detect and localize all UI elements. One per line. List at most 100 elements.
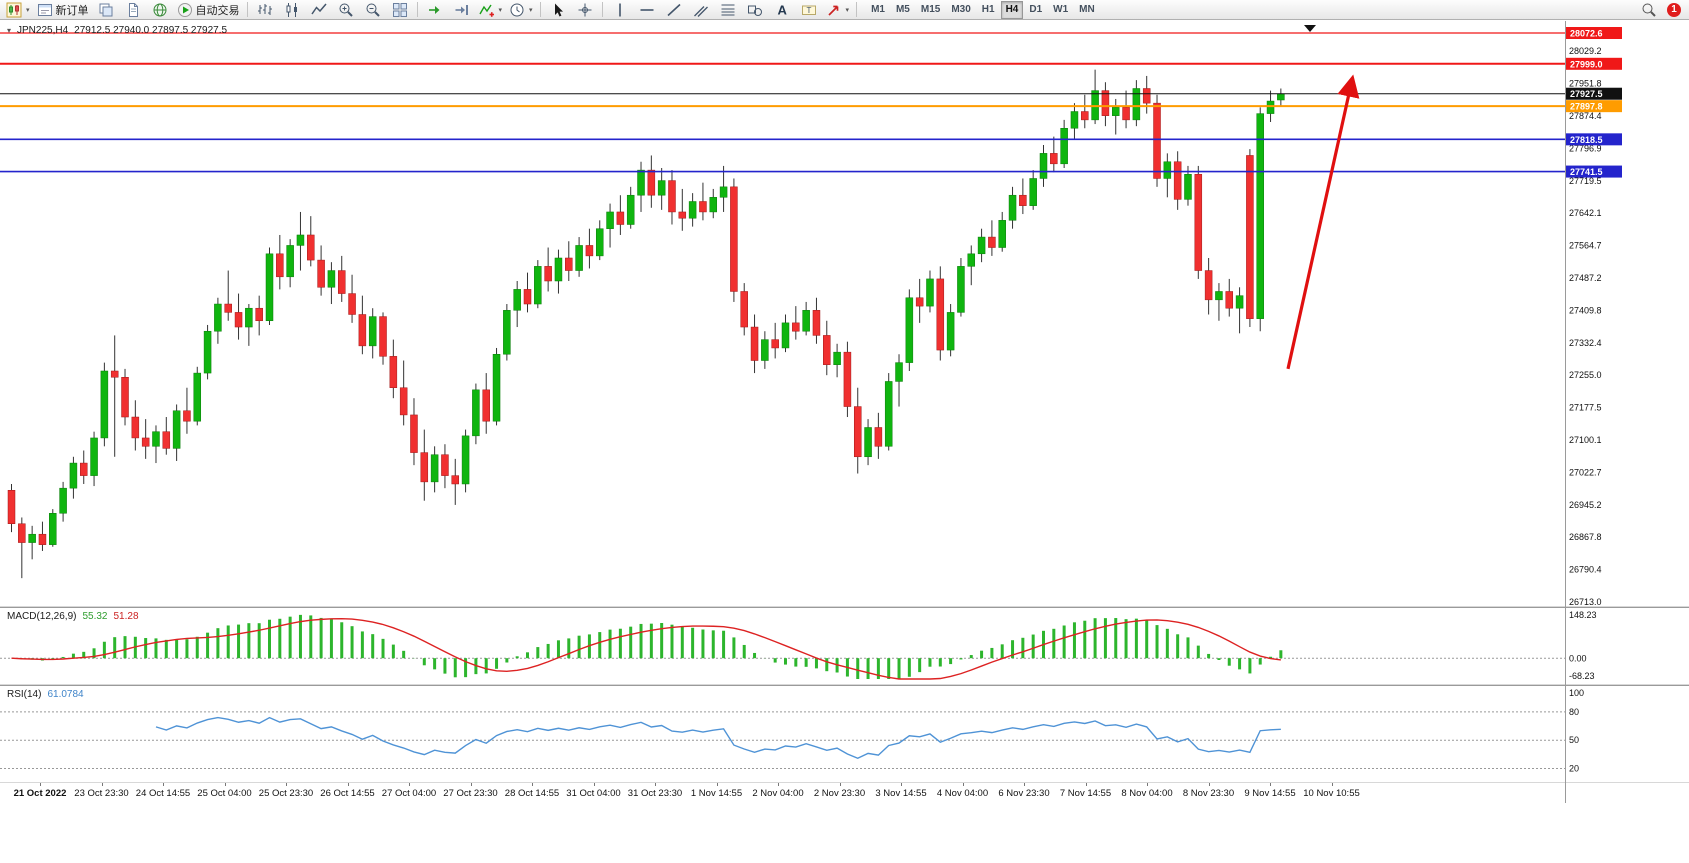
new-chart-button[interactable]: ▾ [3, 0, 33, 20]
candle-down [317, 259, 325, 288]
candle-down [337, 270, 346, 294]
candle-up [59, 487, 67, 514]
candle-down [18, 523, 26, 543]
main-chart-canvas[interactable]: 28029.2 27951.8 27874.4 27796.9 27719.5 27642… [0, 21, 1689, 606]
vertical-line-button[interactable] [607, 0, 633, 20]
channel-icon [693, 2, 709, 18]
time-label: 8 Nov 04:00 [1121, 788, 1173, 799]
channel-button[interactable] [688, 0, 714, 20]
cursor-button[interactable] [545, 0, 571, 20]
candle-down [565, 257, 573, 271]
time-tick [409, 783, 410, 786]
chart-profiles-button[interactable] [93, 0, 119, 20]
dropdown-caret-icon[interactable]: ▾ [498, 6, 503, 14]
time-label: 21 Oct 2022 [13, 788, 67, 799]
doc-icon [125, 2, 141, 18]
text-label-button[interactable]: T [796, 0, 822, 20]
time-tick [1331, 783, 1333, 786]
rsi-label: RSI(14) [7, 689, 42, 700]
candle-up [595, 228, 604, 257]
macd-pane-canvas[interactable]: 148.23 0.00 -68.23 [0, 608, 1689, 684]
zoom-in-button[interactable] [333, 0, 359, 20]
rsi-pane-canvas[interactable]: 100 80 50 20 [0, 686, 1689, 782]
line-chart-button[interactable] [306, 0, 332, 20]
indicators-button[interactable]: ▾ [476, 0, 506, 20]
text-button[interactable]: A [769, 0, 795, 20]
timeframe-m30[interactable]: M30 [951, 4, 971, 15]
candle-up [709, 197, 718, 213]
time-tick [347, 783, 349, 786]
timeframe-m15[interactable]: M15 [920, 4, 941, 15]
autotrading-button[interactable]: 自动交易 [174, 0, 243, 20]
fibonacci-button[interactable] [715, 0, 741, 20]
pane-separator-macd[interactable] [0, 606, 1689, 608]
new-order-button-label: 新订单 [55, 4, 89, 17]
timeframe-m1[interactable]: M1 [871, 4, 885, 15]
symbol-menu-icon[interactable]: ▾ [7, 26, 12, 35]
trendline-icon [666, 2, 682, 18]
timeframe-mn[interactable]: MN [1079, 4, 1095, 15]
candle-up [895, 362, 903, 382]
time-label: 3 Nov 14:55 [875, 788, 927, 799]
candle-down [389, 356, 398, 388]
notification-badge[interactable]: 1 [1667, 2, 1681, 17]
navigator-button[interactable] [120, 0, 146, 20]
price-tag-27741-5-label: 27741.5 [1570, 167, 1603, 177]
search-button[interactable] [1636, 0, 1662, 20]
candle-up [657, 180, 666, 196]
dropdown-caret-icon[interactable]: ▾ [26, 6, 30, 14]
symbol-period-label: JPN225,H4 [17, 25, 69, 36]
time-axis[interactable]: 21 Oct 2022 23 Oct 23:30 24 Oct 14:55 25 Oc… [0, 783, 1689, 803]
candle-down [874, 427, 883, 447]
price-tag-27897-8[interactable] [1566, 100, 1622, 113]
market-watch-button[interactable] [147, 0, 173, 20]
horizontal-line-button[interactable] [634, 0, 660, 20]
macd-axis-label: -68.23 [1569, 671, 1595, 681]
toolbar: ▾ 新订单 自动交易 ▾ ▾ A T ▾ M1 M5 M15 M30 H1 H4 D1 W1 MN 1 [0, 0, 1689, 20]
macd-main-value: 55.32 [82, 611, 108, 622]
candle-up [245, 307, 253, 328]
price-axis-label: 26867.8 [1569, 532, 1602, 542]
price-tag-current[interactable] [1566, 87, 1622, 100]
timeframe-d1[interactable]: D1 [1029, 4, 1043, 15]
chart-shift-button[interactable] [449, 0, 475, 20]
dropdown-caret-icon[interactable]: ▾ [845, 6, 850, 14]
candle-down [936, 278, 945, 351]
trend-arrow-annotation[interactable] [1286, 74, 1360, 370]
trendline-button[interactable] [661, 0, 687, 20]
pane-separator-rsi[interactable] [0, 684, 1689, 686]
candle-down [823, 335, 831, 365]
timeframe-h1[interactable]: H1 [981, 4, 995, 15]
dropdown-caret-icon[interactable]: ▾ [529, 6, 533, 14]
auto-scroll-button[interactable] [422, 0, 448, 20]
candle-up [1132, 88, 1141, 121]
price-axis-label: 27409.8 [1569, 305, 1602, 315]
toolbar-separator [601, 2, 603, 17]
price-tag-27741-5[interactable] [1566, 165, 1622, 178]
price-axis-label: 27642.1 [1569, 208, 1602, 218]
time-label: 10 Nov 10:55 [1303, 788, 1360, 799]
price-tag-28072-6[interactable] [1566, 27, 1622, 39]
time-tick [1147, 783, 1148, 786]
crosshair-button[interactable] [572, 0, 598, 20]
candle-down [750, 326, 759, 361]
candle-up [957, 266, 965, 313]
periods-button[interactable]: ▾ [506, 0, 536, 20]
tile-windows-button[interactable] [387, 0, 413, 20]
timeframe-h4[interactable]: H4 [1000, 0, 1024, 19]
price-tag-27818-5[interactable] [1566, 133, 1622, 146]
candle-up [1039, 153, 1048, 179]
macd-signal-value: 51.28 [113, 611, 139, 622]
arrows-tool-button[interactable]: ▾ [823, 0, 853, 20]
new-order-button[interactable]: 新订单 [34, 0, 92, 20]
shapes-button[interactable] [742, 0, 768, 20]
zoom-out-button[interactable] [360, 0, 386, 20]
price-tag-27897-8-label: 27897.8 [1570, 102, 1603, 112]
price-tag-27999-0[interactable] [1566, 57, 1622, 70]
timeframe-w1[interactable]: W1 [1053, 4, 1069, 15]
candle-up [296, 234, 305, 246]
bar-chart-button[interactable] [252, 0, 278, 20]
candlestick-chart-button[interactable] [279, 0, 305, 20]
timeframe-m5[interactable]: M5 [895, 4, 910, 15]
candle-up [688, 201, 697, 219]
